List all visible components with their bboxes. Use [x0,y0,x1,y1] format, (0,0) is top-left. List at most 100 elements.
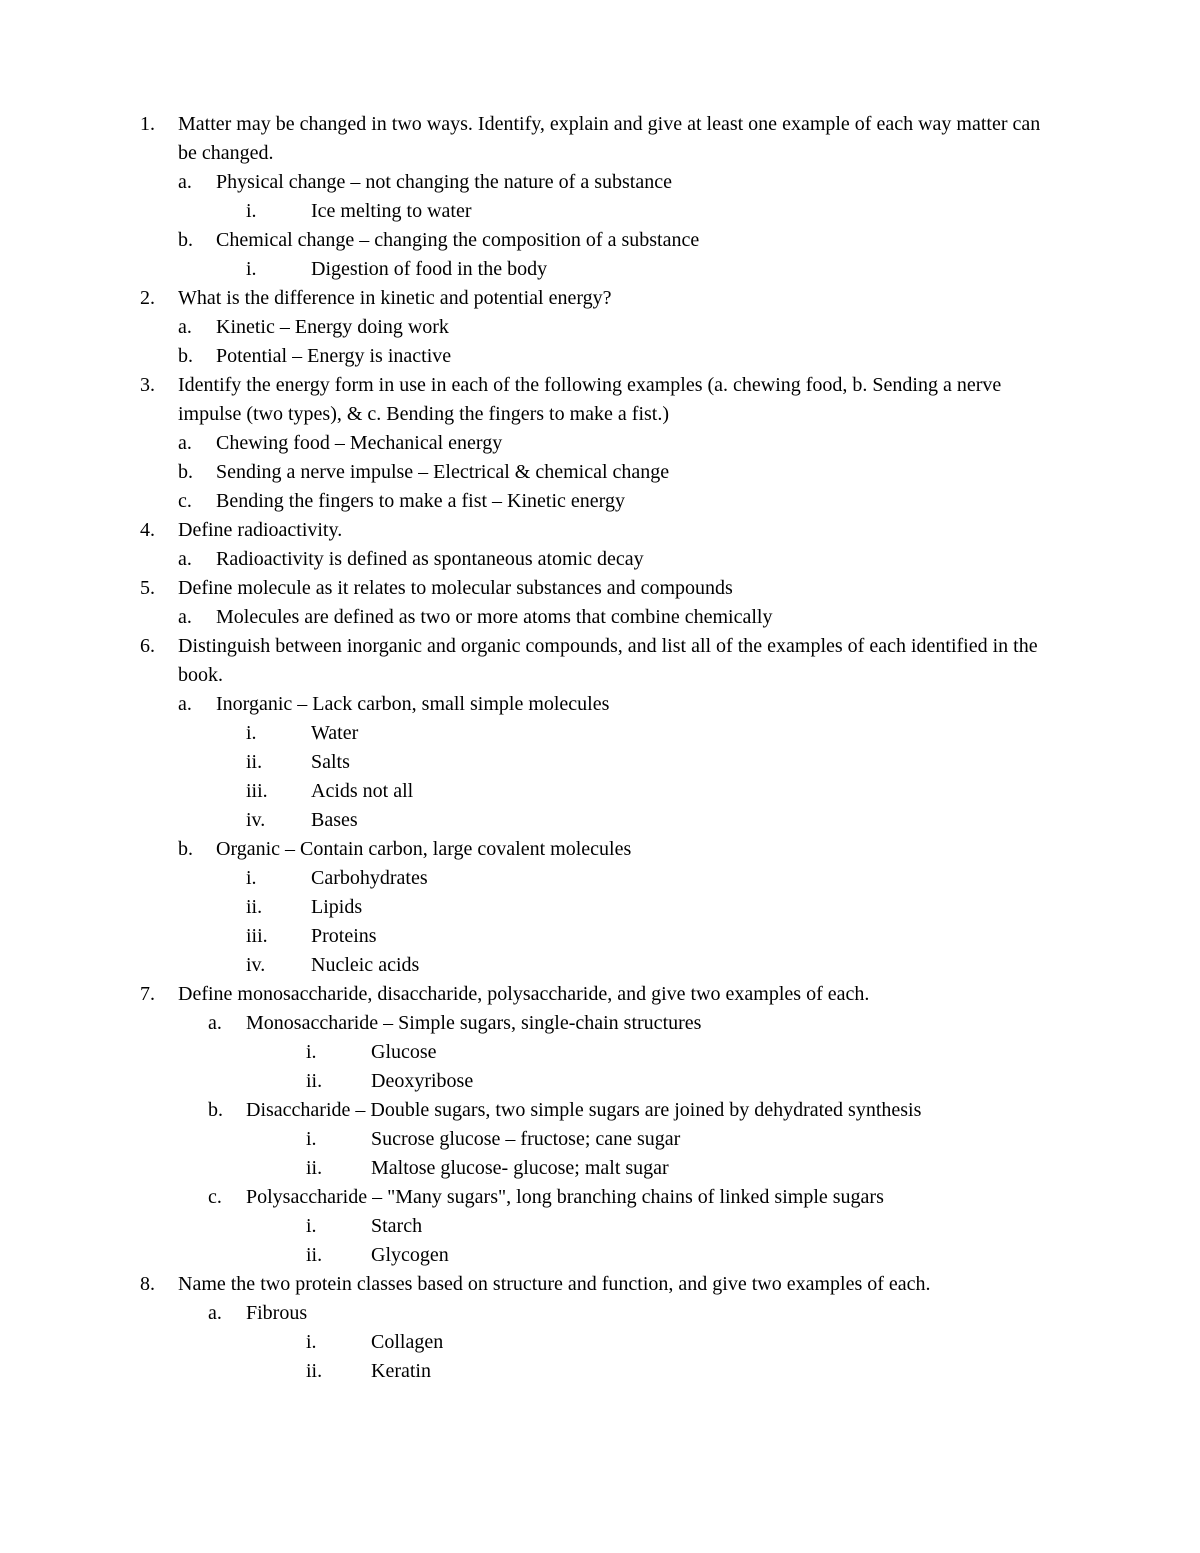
list-number: iii. [246,777,311,806]
list-number: 3. [140,371,178,516]
list-number: a. [178,545,216,574]
question-text: Define radioactivity. [178,516,1060,545]
list-item: ii.Keratin [306,1357,1060,1386]
list-number: a. [178,603,216,632]
list-item: a. Molecules are defined as two or more … [178,603,1060,632]
example-text: Bases [311,806,1060,835]
list-item: 2. What is the difference in kinetic and… [140,284,1060,371]
list-number: b. [178,226,216,284]
list-number: a. [178,429,216,458]
example-text: Acids not all [311,777,1060,806]
document-page: 1. Matter may be changed in two ways. Id… [0,0,1200,1446]
question-text: Matter may be changed in two ways. Ident… [178,110,1060,168]
list-number: a. [178,313,216,342]
list-number: i. [246,197,311,226]
list-item: 1. Matter may be changed in two ways. Id… [140,110,1060,284]
list-item: iv.Bases [246,806,1060,835]
list-item: 5. Define molecule as it relates to mole… [140,574,1060,632]
list-item: b. Potential – Energy is inactive [178,342,1060,371]
list-number: 2. [140,284,178,371]
list-item: b. Organic – Contain carbon, large coval… [178,835,1060,980]
list-number: 1. [140,110,178,284]
answer-text: Bending the fingers to make a fist – Kin… [216,487,1060,516]
question-text: Identify the energy form in use in each … [178,371,1060,429]
example-text: Maltose glucose- glucose; malt sugar [371,1154,1060,1183]
list-number: b. [178,342,216,371]
list-item: ii.Lipids [246,893,1060,922]
answer-text: Monosaccharide – Simple sugars, single-c… [246,1009,1060,1038]
list-number: i. [246,864,311,893]
list-item: a. Monosaccharide – Simple sugars, singl… [208,1009,1060,1096]
list-item: i.Water [246,719,1060,748]
answer-text: Radioactivity is defined as spontaneous … [216,545,1060,574]
list-item: 4. Define radioactivity. a. Radioactivit… [140,516,1060,574]
question-text: Distinguish between inorganic and organi… [178,632,1060,690]
example-text: Salts [311,748,1060,777]
list-item: iii.Proteins [246,922,1060,951]
answer-text: Organic – Contain carbon, large covalent… [216,835,1060,864]
list-number: b. [178,458,216,487]
list-number: ii. [306,1357,371,1386]
list-item: a. Fibrous i.Collagen ii.Keratin [208,1299,1060,1386]
list-item: a. Physical change – not changing the na… [178,168,1060,226]
list-number: i. [246,255,311,284]
list-number: ii. [246,748,311,777]
list-item: ii.Deoxyribose [306,1067,1060,1096]
question-text: What is the difference in kinetic and po… [178,284,1060,313]
example-text: Lipids [311,893,1060,922]
list-number: i. [246,719,311,748]
answer-text: Chemical change – changing the compositi… [216,226,1060,255]
example-text: Proteins [311,922,1060,951]
list-item: a. Chewing food – Mechanical energy [178,429,1060,458]
list-number: iv. [246,951,311,980]
list-item: i.Glucose [306,1038,1060,1067]
list-item: b. Chemical change – changing the compos… [178,226,1060,284]
list-item: ii.Maltose glucose- glucose; malt sugar [306,1154,1060,1183]
example-text: Glycogen [371,1241,1060,1270]
answer-text: Disaccharide – Double sugars, two simple… [246,1096,1060,1125]
list-item: a. Inorganic – Lack carbon, small simple… [178,690,1060,835]
example-text: Digestion of food in the body [311,255,1060,284]
list-item: b. Disaccharide – Double sugars, two sim… [208,1096,1060,1183]
question-text: Define molecule as it relates to molecul… [178,574,1060,603]
list-item: a. Radioactivity is defined as spontaneo… [178,545,1060,574]
answer-text: Molecules are defined as two or more ato… [216,603,1060,632]
list-item: 7. Define monosaccharide, disaccharide, … [140,980,1060,1270]
list-item: 6. Distinguish between inorganic and org… [140,632,1060,980]
list-number: b. [208,1096,246,1183]
list-number: i. [306,1125,371,1154]
list-number: iii. [246,922,311,951]
answer-text: Fibrous [246,1299,1060,1328]
list-item: i.Carbohydrates [246,864,1060,893]
example-text: Water [311,719,1060,748]
answer-text: Physical change – not changing the natur… [216,168,1060,197]
list-item: i.Starch [306,1212,1060,1241]
list-item: iv.Nucleic acids [246,951,1060,980]
list-number: c. [208,1183,246,1270]
example-text: Sucrose glucose – fructose; cane sugar [371,1125,1060,1154]
example-text: Keratin [371,1357,1060,1386]
list-number: 8. [140,1270,178,1386]
list-number: b. [178,835,216,980]
list-item: c. Bending the fingers to make a fist – … [178,487,1060,516]
example-text: Collagen [371,1328,1060,1357]
list-number: 7. [140,980,178,1270]
list-number: 4. [140,516,178,574]
list-number: 5. [140,574,178,632]
list-item: c. Polysaccharide – "Many sugars", long … [208,1183,1060,1270]
example-text: Deoxyribose [371,1067,1060,1096]
list-number: iv. [246,806,311,835]
list-item: 8. Name the two protein classes based on… [140,1270,1060,1386]
list-item: i.Collagen [306,1328,1060,1357]
list-item: a. Kinetic – Energy doing work [178,313,1060,342]
list-number: a. [178,168,216,226]
list-item: i.Sucrose glucose – fructose; cane sugar [306,1125,1060,1154]
list-number: a. [178,690,216,835]
list-item: iii.Acids not all [246,777,1060,806]
list-number: ii. [306,1241,371,1270]
answer-text: Potential – Energy is inactive [216,342,1060,371]
answer-text: Chewing food – Mechanical energy [216,429,1060,458]
list-item: ii.Salts [246,748,1060,777]
list-number: i. [306,1212,371,1241]
answer-text: Kinetic – Energy doing work [216,313,1060,342]
